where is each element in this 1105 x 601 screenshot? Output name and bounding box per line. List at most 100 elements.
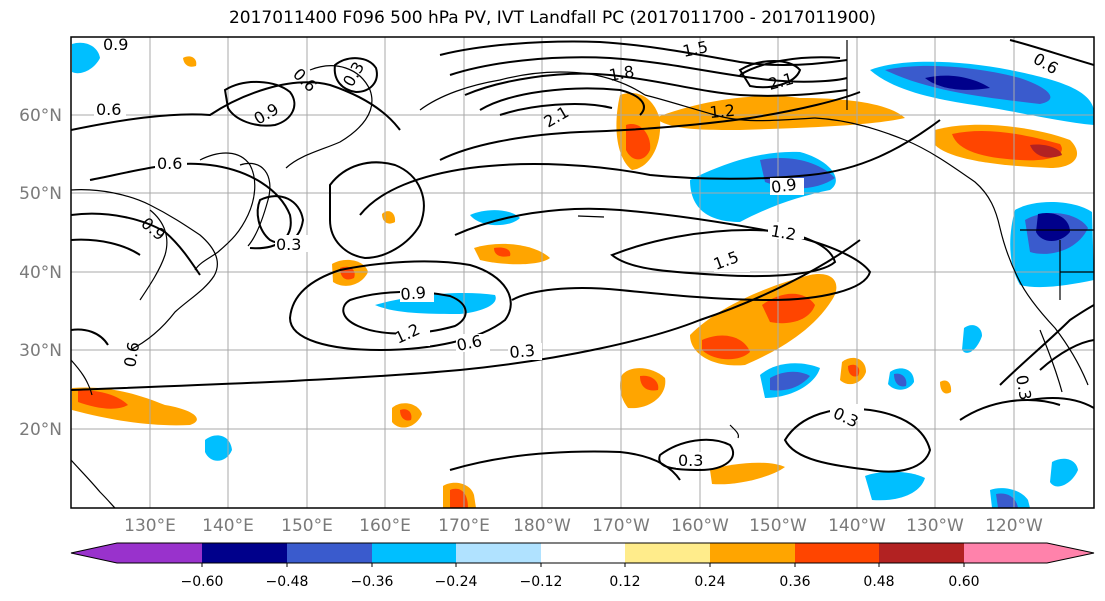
lon-label: 170°W [592,516,650,536]
positive-anomaly [952,130,1062,161]
contour-line [999,304,1094,386]
shaded-field [72,42,1094,508]
contour-label: 0.9 [137,214,169,245]
colorbar-extend-low [71,543,117,563]
lon-label: 130°W [906,516,964,536]
colorbar-tick: −0.36 [351,574,394,590]
positive-anomaly [78,390,128,409]
colorbar-segment [117,543,202,563]
contour-label: 0.3 [276,235,301,254]
contour-line [333,57,378,94]
contour-label: 1.8 [607,62,635,85]
contour-label: 0.9 [770,175,798,197]
colorbar-tick: 0.60 [948,574,979,590]
colorbar-outline [70,542,1095,564]
contour-line [464,72,848,97]
contour-label: 0.9 [103,35,128,54]
lat-label: 60°N [19,106,62,126]
pv-contours [71,39,1094,481]
negative-anomaly [925,75,990,90]
contour-label: 1.2 [769,221,797,244]
positive-anomaly [400,409,412,421]
positive-anomaly [702,335,750,360]
contour-line [89,162,292,250]
colorbar-tick: −0.60 [181,574,224,590]
negative-anomaly [1050,458,1078,487]
lon-label: 150°E [281,516,333,536]
lon-label: 120°W [985,516,1043,536]
contour-line [71,81,401,131]
contour-label: 2.1 [541,102,573,131]
contour-label: 0.6 [289,64,320,95]
contour-label: 2.1 [766,69,796,94]
lon-label: 150°W [749,516,807,536]
lon-label: 160°W [671,516,729,536]
colorbar-tick: −0.48 [266,574,309,590]
lon-label: 160°E [359,516,411,536]
lon-label: 130°E [124,516,176,536]
lat-label: 40°N [19,263,62,283]
colorbar-segment [795,543,879,563]
contour-line [439,91,861,161]
contour-line [454,207,872,302]
negative-anomaly [962,325,982,353]
lat-label: 20°N [19,420,62,440]
positive-anomaly [640,375,659,391]
contour-label: 0.6 [120,340,143,368]
colorbar-tick: 0.48 [863,574,894,590]
contour-line [610,228,837,278]
colorbar-tick: 0.12 [609,574,640,590]
lon-label: 140°E [202,516,254,536]
map-title: 2017011400 F096 500 hPa PV, IVT Landfall… [228,8,876,28]
positive-anomaly [762,293,815,324]
negative-anomaly [996,493,1018,508]
contour-label: 0.3 [339,58,368,90]
contour-line [479,87,645,116]
lon-label: 170°E [438,516,490,536]
contour-label: 0.6 [96,100,121,119]
contour-line [1039,339,1094,371]
negative-anomaly [894,373,907,387]
map-frame [70,36,1095,509]
latitude-axis: 60°N 50°N 40°N 30°N 20°N [19,106,62,440]
positive-anomaly [474,243,550,265]
negative-anomaly [470,210,520,226]
positive-anomaly [940,380,952,394]
positive-anomaly [710,462,785,485]
contour-label: 0.6 [455,331,484,355]
colorbar-tick: −0.12 [520,574,563,590]
negative-anomaly [770,371,810,391]
colorbar-segment [541,543,625,563]
contour-line [71,239,861,391]
colorbar-segment [625,543,710,563]
contour-label: 0.9 [400,283,427,304]
contour-line [223,80,296,127]
contour-line [1029,397,1094,409]
contour-label: 1.2 [709,101,736,122]
contour-line [1009,39,1094,66]
negative-anomaly [72,42,100,74]
contour-line [329,161,425,260]
colorbar-segment [287,543,372,563]
lat-label: 30°N [19,341,62,361]
contour-line [449,450,681,481]
contour-line [71,212,201,276]
colorbar-segment [202,543,287,563]
contour-label: 0.3 [678,451,703,470]
contour-labels: 0.9 0.6 0.6 0.3 0.9 0.6 0.9 0.3 0.6 1.5 … [94,35,1062,470]
positive-anomaly [626,124,651,160]
colorbar-segment [372,543,456,563]
contour-line [738,60,802,89]
contour-line [739,56,841,76]
colorbar-extend-high [1047,543,1094,563]
colorbar: −0.60 −0.48 −0.36 −0.24 −0.12 0.12 0.24 … [70,542,1095,590]
negative-anomaly [1036,212,1070,241]
gridlines [71,37,1094,508]
colorbar-segment [879,543,964,563]
colorbar-tick: −0.24 [435,574,478,590]
colorbar-segment [456,543,541,563]
contour-label: 0.6 [157,154,182,173]
contour-label: 0.3 [1012,373,1035,401]
lat-label: 50°N [19,184,62,204]
